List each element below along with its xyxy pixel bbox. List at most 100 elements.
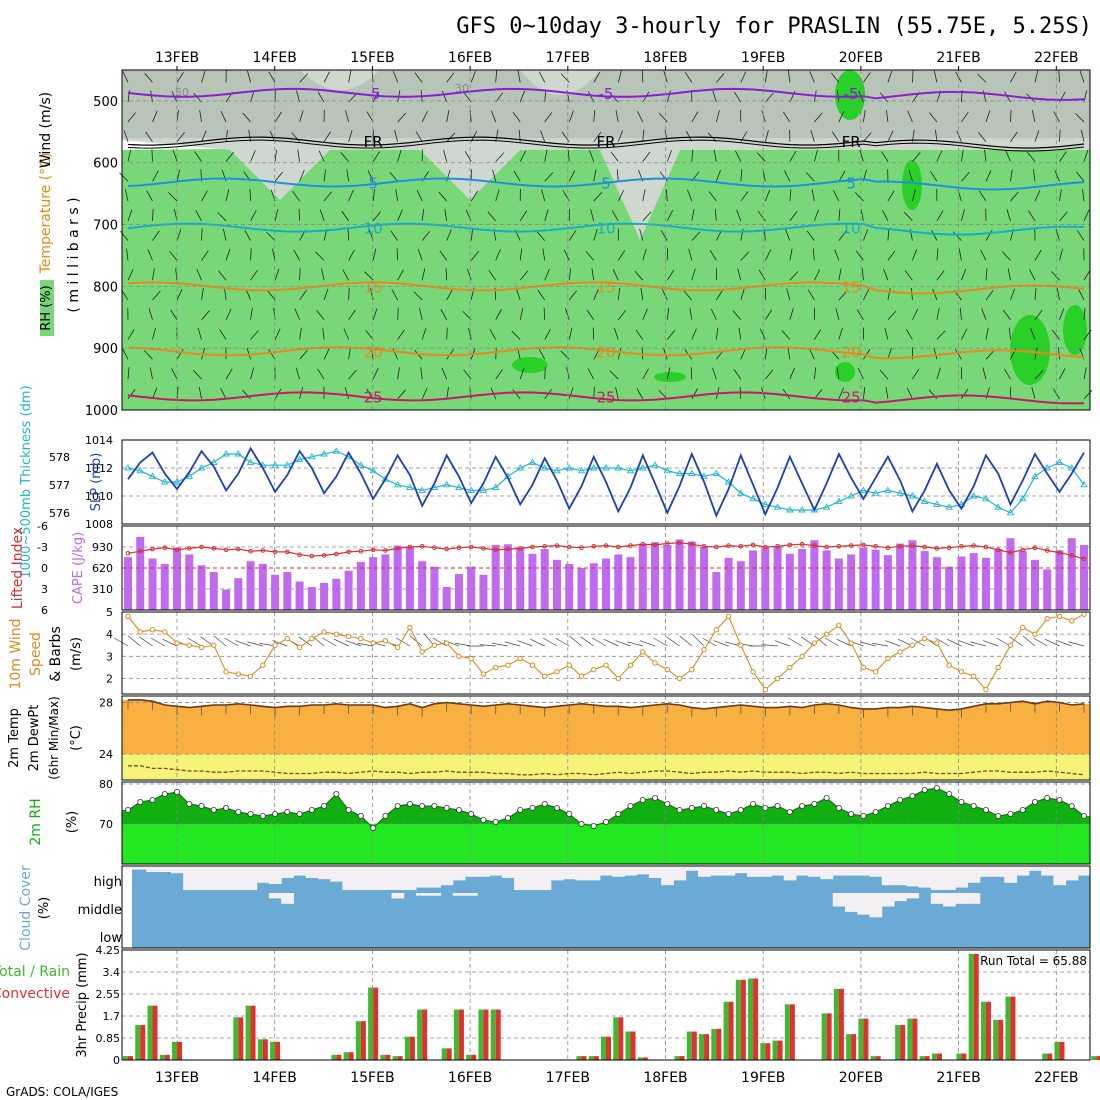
precip-conv-bar bbox=[1010, 996, 1016, 1060]
cloud-clear-cell bbox=[697, 866, 711, 877]
wind-barb bbox=[635, 329, 644, 340]
thickness-point bbox=[688, 469, 696, 477]
wind-barb bbox=[274, 268, 280, 281]
wind-barb bbox=[544, 209, 549, 221]
wind-barb bbox=[610, 151, 619, 162]
wind-barb bbox=[1002, 309, 1011, 320]
precip-conv-bar bbox=[360, 1021, 366, 1060]
wind-barb bbox=[397, 269, 404, 281]
isotherm-label: 15 bbox=[364, 278, 383, 296]
precip-total-bar bbox=[993, 1019, 999, 1060]
li-point bbox=[517, 546, 523, 551]
wind-barb bbox=[542, 248, 546, 261]
wind-barb bbox=[814, 269, 821, 281]
cloud-clear-cell bbox=[146, 866, 160, 872]
wind-barb bbox=[609, 370, 619, 380]
wind-barb bbox=[370, 288, 374, 301]
wind-barb bbox=[169, 250, 178, 261]
wind-barb bbox=[568, 387, 574, 400]
wind-barb bbox=[808, 348, 815, 360]
thickness-point bbox=[651, 461, 659, 468]
wind-barb bbox=[194, 151, 202, 162]
cloud-clear-cell bbox=[281, 866, 294, 878]
wind-barb bbox=[1001, 251, 1011, 261]
wind-barb bbox=[517, 70, 521, 83]
wind-barb bbox=[564, 308, 570, 320]
y-tick-label: 1000 bbox=[85, 404, 118, 419]
wind-barb bbox=[123, 130, 129, 142]
wind-barb bbox=[512, 389, 521, 400]
cloud-clear-cell bbox=[845, 893, 858, 912]
rh-point bbox=[370, 825, 377, 832]
wind-barb bbox=[495, 189, 500, 202]
isotherm-label: 25 bbox=[364, 388, 383, 406]
wind-barb bbox=[887, 190, 895, 202]
wind-barb bbox=[250, 90, 255, 103]
wind-speed-point bbox=[345, 633, 352, 640]
precip-total-bar bbox=[343, 1052, 349, 1060]
li-point bbox=[272, 549, 278, 555]
rh-point bbox=[468, 811, 475, 818]
date-axis-bottom: 13FEB 14FEB 15FEB 16FEB 17FEB 18FEB 19FEB 20FEB… bbox=[155, 1070, 1079, 1086]
cape-bar bbox=[552, 559, 561, 610]
wind-barb bbox=[295, 367, 300, 380]
cloud-clear-cell bbox=[759, 866, 772, 877]
precip-conv-bar bbox=[177, 1041, 183, 1060]
rh-point bbox=[394, 803, 401, 810]
wind-barb bbox=[936, 367, 941, 380]
thickness-point bbox=[222, 450, 230, 457]
wind-speed-point bbox=[431, 642, 438, 648]
rh-point bbox=[982, 807, 989, 814]
wind-barb bbox=[224, 637, 239, 647]
wind-barb bbox=[1083, 389, 1093, 400]
thickness-point bbox=[589, 464, 598, 471]
wind-barb bbox=[659, 171, 668, 182]
cape-bar bbox=[320, 582, 329, 610]
rh2m-unit-label: (%) bbox=[65, 811, 80, 834]
li-point bbox=[395, 546, 400, 551]
precip-panel: 4.25 3.4 2.55 1.7 0.85 0 Run Total = 65.88 3hr … bbox=[0, 944, 1100, 1067]
wind-barb bbox=[250, 248, 252, 261]
li-point bbox=[897, 544, 903, 549]
cape-bar bbox=[479, 574, 488, 610]
rh-moist-cell bbox=[835, 362, 855, 382]
wind-barb bbox=[617, 190, 625, 202]
wind-speed-point bbox=[762, 686, 769, 693]
wind-barb bbox=[348, 347, 351, 360]
wind-barb bbox=[538, 348, 546, 360]
precip-conv-bar bbox=[753, 978, 759, 1060]
wind-barb bbox=[666, 90, 671, 103]
wind-barb bbox=[293, 249, 300, 261]
wind-barb bbox=[838, 208, 841, 221]
wind-barb bbox=[1051, 329, 1060, 340]
wind-barb bbox=[147, 249, 153, 261]
precip-tick-label: 3.4 bbox=[103, 966, 121, 979]
precip-tick-label: 0.85 bbox=[96, 1032, 121, 1045]
thickness-point bbox=[773, 503, 782, 510]
thickness-point bbox=[295, 455, 304, 463]
thickness-point bbox=[136, 466, 145, 474]
li-point bbox=[664, 541, 670, 546]
cloud-clear-cell bbox=[808, 866, 821, 877]
precip-conv-bar bbox=[740, 979, 746, 1060]
wind-speed-point bbox=[860, 664, 867, 671]
wind-barb bbox=[679, 635, 693, 647]
thickness-point bbox=[675, 469, 684, 477]
wind-barb bbox=[504, 641, 521, 647]
rh-moist-cell bbox=[902, 160, 922, 210]
panel-frame bbox=[121, 781, 1091, 865]
wind-barb bbox=[1059, 248, 1063, 261]
wind-barb bbox=[538, 71, 546, 83]
li-point bbox=[910, 543, 915, 548]
thickness-point bbox=[173, 478, 181, 485]
cape-bar bbox=[1080, 544, 1088, 610]
wind-barb bbox=[519, 150, 527, 162]
precip-conv-bar bbox=[495, 1009, 501, 1060]
wind-barb bbox=[930, 170, 938, 182]
wind-barb bbox=[1009, 636, 1023, 647]
cloud-clear-cell bbox=[1053, 866, 1067, 886]
date-tick-label: 18FEB bbox=[643, 1070, 687, 1086]
wind-barb bbox=[198, 387, 202, 399]
li-point bbox=[652, 542, 658, 548]
cloud-clear-cell bbox=[465, 893, 478, 896]
